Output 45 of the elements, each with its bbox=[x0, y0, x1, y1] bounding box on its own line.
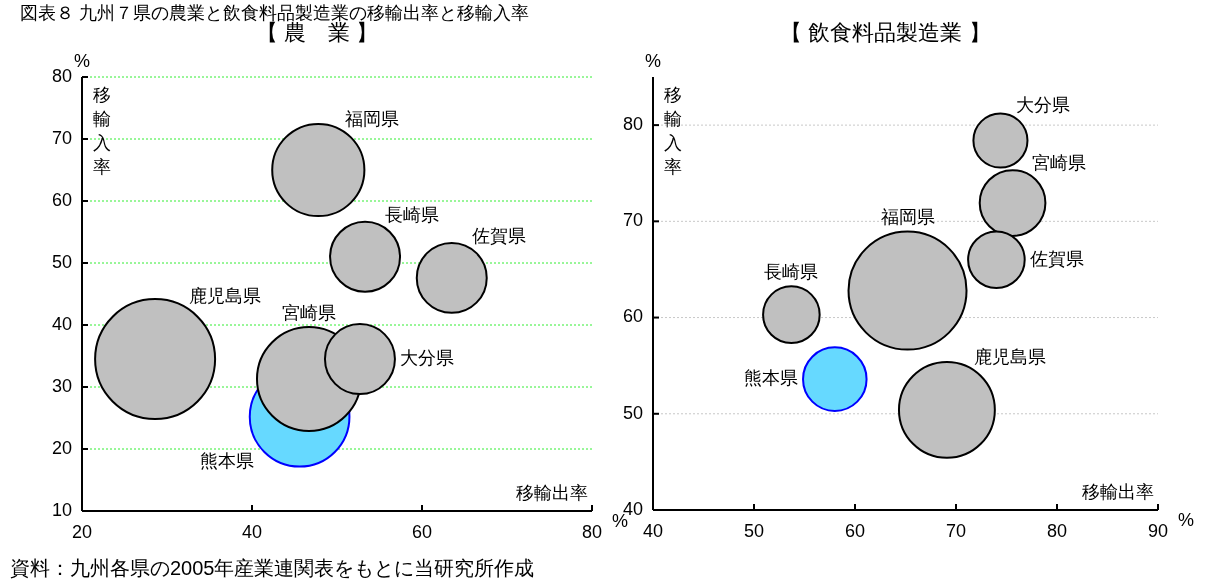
series-label: 福岡県 bbox=[344, 108, 399, 129]
series-label: 熊本県 bbox=[200, 451, 255, 472]
y-tick-label: 20 bbox=[51, 437, 72, 458]
y-tick-label: 70 bbox=[622, 210, 643, 231]
series-label: 大分県 bbox=[1016, 95, 1071, 116]
series-label: 長崎県 bbox=[764, 262, 819, 283]
series-label: 福岡県 bbox=[880, 207, 935, 228]
text: 資料：九州各県の2005年産業連関表をもとに当研究所作成 bbox=[10, 557, 535, 579]
y-tick-label: 40 bbox=[51, 313, 72, 334]
y-tick-label: 10 bbox=[51, 499, 72, 520]
series-label: 宮崎県 bbox=[281, 302, 336, 323]
x-tick-label: 20 bbox=[71, 521, 93, 542]
x-tick-label: 40 bbox=[642, 520, 664, 541]
x-tick-label: 40 bbox=[241, 521, 263, 542]
series-label: 鹿児島県 bbox=[974, 346, 1047, 367]
series-label: 佐賀県 bbox=[471, 225, 526, 246]
series-label: 長崎県 bbox=[385, 204, 440, 225]
series-label: 宮崎県 bbox=[1031, 152, 1086, 173]
text: % bbox=[74, 51, 91, 71]
y-tick-label: 50 bbox=[622, 402, 643, 423]
x-axis-title: 移輸出率 bbox=[1082, 482, 1154, 502]
y-tick-label: 50 bbox=[51, 251, 72, 272]
x-tick-label: 90 bbox=[1147, 520, 1169, 541]
y-axis-title: 移輸入率 bbox=[664, 85, 682, 177]
y-tick-label: 60 bbox=[622, 306, 643, 327]
x-axis-title: 移輸出率 bbox=[516, 483, 588, 503]
chart-subtitle: 【 飲食料品製造業 】 bbox=[780, 20, 991, 45]
x-tick-label: 60 bbox=[411, 521, 433, 542]
y-tick-label: 60 bbox=[51, 189, 72, 210]
x-tick-label: 50 bbox=[743, 520, 765, 541]
series-label: 佐賀県 bbox=[1029, 248, 1084, 269]
text: % bbox=[645, 51, 662, 71]
y-tick-label: 80 bbox=[622, 113, 643, 134]
series-label: 大分県 bbox=[399, 347, 454, 368]
x-tick-label: 60 bbox=[844, 520, 866, 541]
text: % bbox=[1178, 510, 1195, 530]
series-label: 熊本県 bbox=[744, 367, 799, 388]
y-axis-title: 移輸入率 bbox=[93, 85, 111, 177]
x-tick-label: 80 bbox=[581, 521, 603, 542]
series-label: 鹿児島県 bbox=[189, 285, 262, 306]
y-tick-label: 30 bbox=[51, 375, 72, 396]
y-tick-label: 70 bbox=[51, 127, 72, 148]
x-tick-label: 70 bbox=[945, 520, 967, 541]
y-tick-label: 80 bbox=[51, 65, 72, 86]
x-tick-label: 80 bbox=[1046, 520, 1068, 541]
